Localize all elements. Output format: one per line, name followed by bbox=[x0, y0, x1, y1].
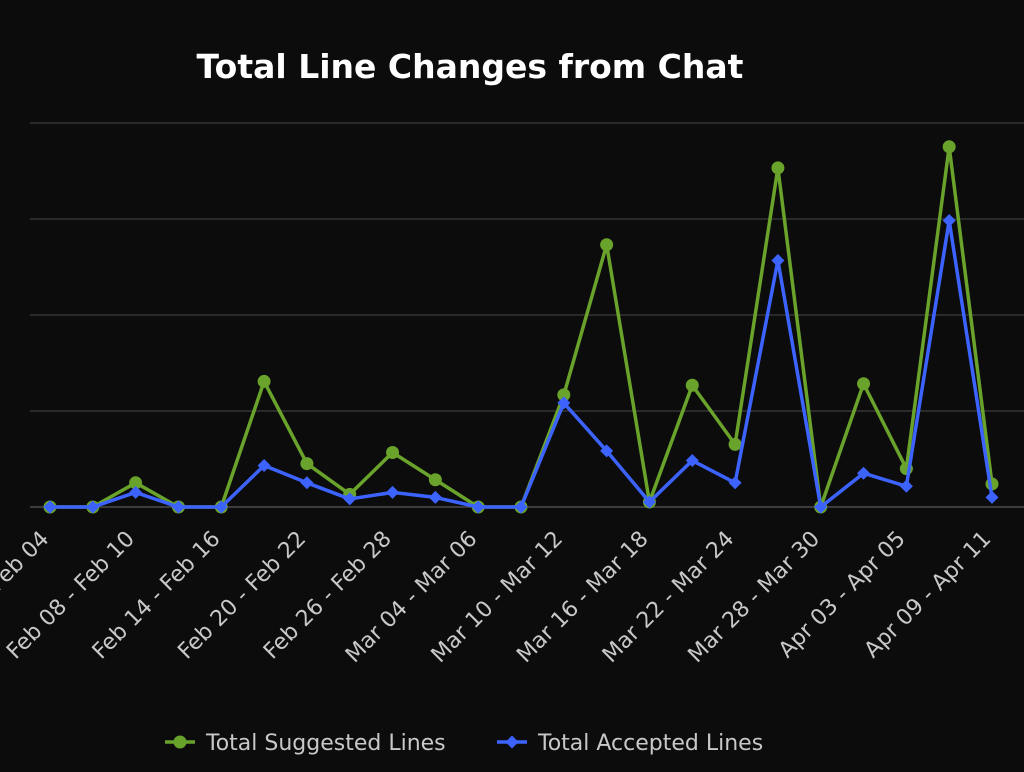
data-point[interactable] bbox=[600, 444, 614, 458]
series-line bbox=[48, 145, 994, 509]
data-point[interactable] bbox=[300, 476, 314, 490]
data-point[interactable] bbox=[771, 253, 785, 267]
data-point[interactable] bbox=[985, 490, 999, 504]
data-point[interactable] bbox=[685, 454, 699, 468]
data-point[interactable] bbox=[300, 457, 314, 471]
data-point[interactable] bbox=[129, 476, 143, 490]
legend-label: Total Suggested Lines bbox=[205, 731, 446, 756]
legend-marker bbox=[173, 735, 187, 749]
data-point[interactable] bbox=[857, 377, 871, 391]
legend[interactable]: Total Suggested Lines Total Accepted Line… bbox=[165, 731, 763, 756]
data-point[interactable] bbox=[857, 466, 871, 480]
data-point[interactable] bbox=[428, 490, 442, 504]
data-point[interactable] bbox=[728, 476, 742, 490]
data-point[interactable] bbox=[942, 140, 956, 154]
grid-lines bbox=[30, 122, 1024, 508]
data-point[interactable] bbox=[899, 479, 913, 493]
data-point[interactable] bbox=[942, 214, 956, 228]
data-point[interactable] bbox=[129, 485, 143, 499]
data-point[interactable] bbox=[557, 388, 571, 402]
data-point[interactable] bbox=[257, 374, 271, 388]
data-point[interactable] bbox=[428, 473, 442, 487]
data-point[interactable] bbox=[257, 459, 271, 473]
data-point[interactable] bbox=[642, 495, 656, 509]
legend-item[interactable]: Total Suggested Lines bbox=[165, 731, 446, 756]
data-point[interactable] bbox=[685, 378, 699, 392]
data-point[interactable] bbox=[86, 500, 100, 514]
data-point[interactable] bbox=[471, 500, 485, 514]
legend-marker bbox=[505, 735, 519, 749]
data-point[interactable] bbox=[514, 500, 528, 514]
data-point[interactable] bbox=[343, 492, 357, 506]
data-point[interactable] bbox=[557, 396, 571, 410]
data-point[interactable] bbox=[386, 485, 400, 499]
data-point[interactable] bbox=[771, 161, 785, 175]
data-point[interactable] bbox=[814, 500, 828, 514]
legend-item[interactable]: Total Accepted Lines bbox=[497, 731, 763, 756]
series-2 bbox=[43, 214, 999, 514]
data-point[interactable] bbox=[728, 437, 742, 451]
data-point[interactable] bbox=[214, 500, 228, 514]
data-point[interactable] bbox=[171, 500, 185, 514]
legend-label: Total Accepted Lines bbox=[537, 731, 763, 756]
chart-title: Total Line Changes from Chat bbox=[197, 47, 744, 86]
data-point[interactable] bbox=[386, 445, 400, 459]
data-point[interactable] bbox=[43, 500, 57, 514]
series-line bbox=[48, 218, 994, 509]
series-lines bbox=[43, 140, 999, 514]
series-1 bbox=[43, 140, 999, 514]
data-point[interactable] bbox=[600, 238, 614, 252]
